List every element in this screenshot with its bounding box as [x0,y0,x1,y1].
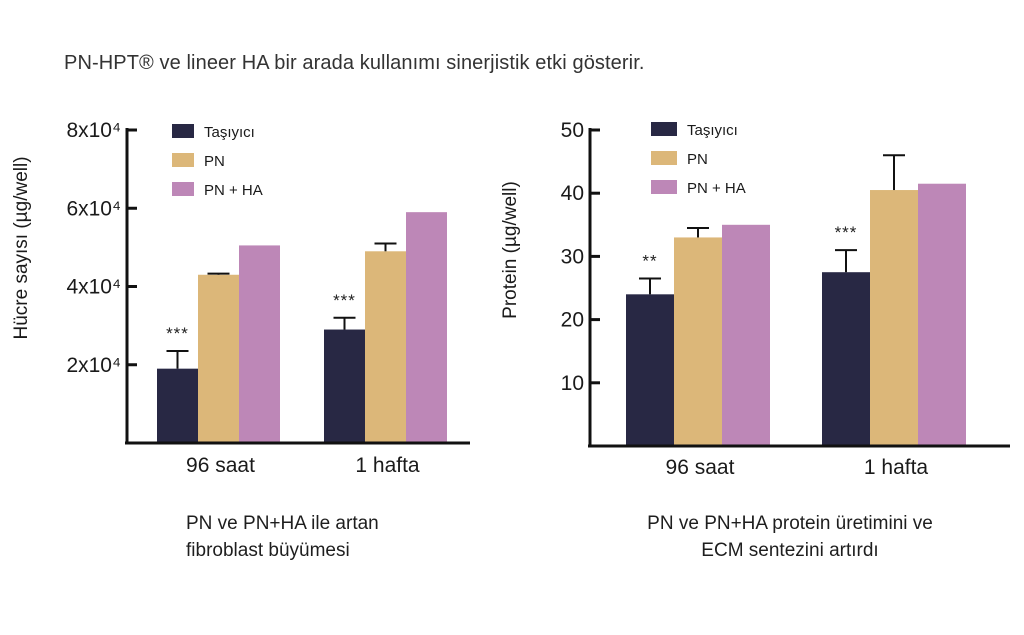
right-x-category-label-1: 1 hafta [864,456,929,479]
right-y-tick-label-2: 30 [561,245,584,268]
left-bar-tasiyici-1-hafta [324,329,365,443]
right-bar-tasiyici-1-hafta [822,272,870,446]
left-y-tick-label-2: 6x10⁴ [66,197,121,220]
left-bar-pn-96-saat [198,274,239,443]
left-legend-swatch-pn [172,153,194,167]
left-y-tick-label-0: 2x10⁴ [66,354,121,377]
left-legend-label-pn-ha: PN + HA [204,182,263,199]
right-legend-label-pn: PN [687,151,708,168]
left-legend-label-tasiyici: Taşıyıcı [204,124,255,141]
right-x-category-label-0: 96 saat [666,456,735,479]
right-legend-swatch-pn [651,151,677,165]
left-y-tick-label-3: 8x10⁴ [66,119,121,142]
right-bar-pn-ha-96-saat [722,224,770,446]
right-caption-line-1: PN ve PN+HA protein üretimini ve [647,513,933,534]
right-y-tick-label-3: 40 [561,182,584,205]
right-bar-tasiyici-96-saat [626,294,674,446]
left-x-category-label-0: 96 saat [186,454,255,477]
right-y-tick-label-1: 20 [561,309,584,332]
right-caption-line-2: ECM sentezini artırdı [701,540,879,561]
right-chart-caption: PN ve PN+HA protein üretimini ve ECM sen… [575,510,1005,564]
right-bar-pn-96-saat [674,237,722,446]
left-y-tick-label-1: 4x10⁴ [66,276,121,299]
right-significance-label-1: *** [835,223,858,242]
left-bar-pn-1-hafta [365,251,406,443]
left-bar-tasiyici-96-saat [157,368,198,443]
right-bar-pn-ha-1-hafta [918,183,966,446]
left-significance-label-1: *** [333,291,356,310]
left-significance-label-0: *** [166,324,189,343]
page-headline: PN-HPT® ve lineer HA bir arada kullanımı… [64,52,645,74]
left-legend-label-pn: PN [204,153,225,170]
left-legend-swatch-tasiyici [172,124,194,138]
left-bar-pn-ha-96-saat [239,245,280,443]
left-y-axis-title: Hücre sayısı (µg/well) [11,156,32,339]
left-legend-swatch-pn-ha [172,182,194,196]
right-legend-swatch-pn-ha [651,180,677,194]
right-legend-label-tasiyici: Taşıyıcı [687,122,738,139]
right-significance-label-0: ** [642,252,657,271]
right-legend-label-pn-ha: PN + HA [687,180,746,197]
right-bar-pn-1-hafta [870,190,918,446]
right-y-tick-label-4: 50 [561,119,584,142]
right-y-axis-title: Protein (µg/well) [500,181,521,319]
left-caption-line-1: PN ve PN+HA ile artan [186,513,379,534]
right-legend-swatch-tasiyici [651,122,677,136]
left-caption-line-2: fibroblast büyümesi [186,540,350,561]
right-y-tick-label-0: 10 [561,372,584,395]
left-chart-caption: PN ve PN+HA ile artan fibroblast büyümes… [186,510,486,564]
left-x-category-label-1: 1 hafta [355,454,420,477]
left-bar-pn-ha-1-hafta [406,212,447,443]
